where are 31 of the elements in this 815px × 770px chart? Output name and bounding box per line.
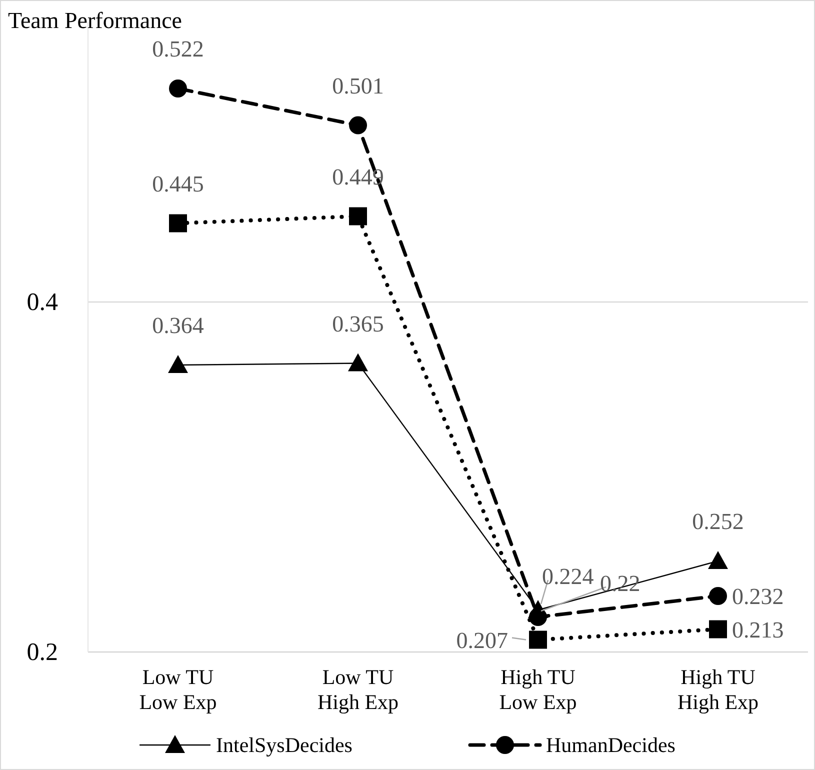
point <box>169 80 187 98</box>
data-label: 0.501 <box>332 73 384 98</box>
data-label: 0.213 <box>732 617 784 642</box>
data-label: 0.449 <box>332 164 384 190</box>
point <box>529 630 547 649</box>
data-label: 0.207 <box>456 628 508 653</box>
point <box>529 608 547 626</box>
y-tick-label: 0.2 <box>26 639 58 666</box>
data-label: 0.252 <box>692 509 744 534</box>
x-tick-label: Low TU High Exp <box>317 665 399 714</box>
data-label: 0.445 <box>152 171 204 196</box>
point <box>709 587 727 605</box>
data-label: 0.232 <box>732 584 784 609</box>
point <box>349 207 367 226</box>
point <box>708 551 728 569</box>
point <box>348 353 368 372</box>
legend-label: HumanDecides <box>546 733 676 757</box>
point <box>168 355 188 373</box>
data-label: 0.364 <box>152 313 204 338</box>
data-label: 0.522 <box>152 36 204 62</box>
data-label: 0.224 <box>542 564 594 589</box>
data-label: 0.365 <box>332 311 384 336</box>
point <box>169 214 187 232</box>
y-axis-title: Team Performance <box>8 8 182 33</box>
point <box>349 116 367 134</box>
x-tick-label: High TU High Exp <box>677 665 759 714</box>
x-tick-label: Low TU Low Exp <box>139 665 217 714</box>
y-tick-label: 0.4 <box>26 289 58 316</box>
x-tick-label: High TU Low Exp <box>499 665 577 714</box>
point <box>709 620 727 638</box>
legend-label: IntelSysDecides <box>216 733 352 757</box>
